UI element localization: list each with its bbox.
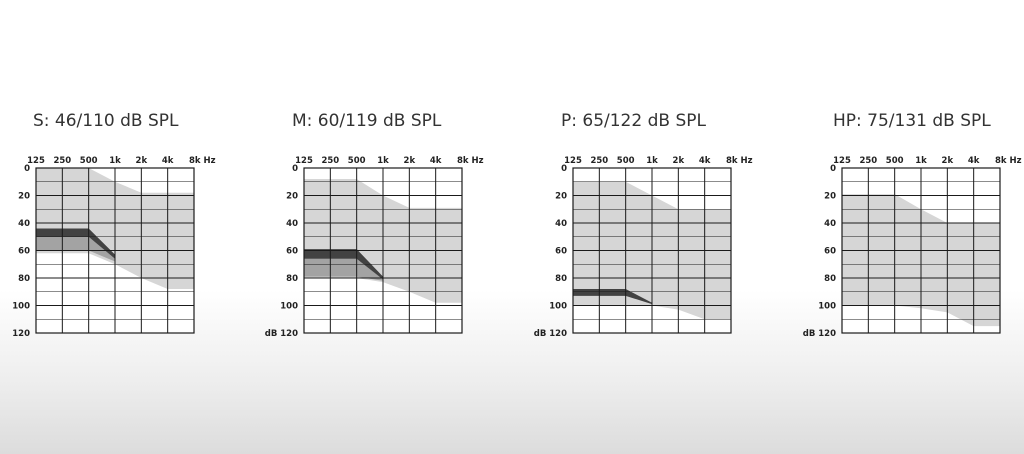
x-tick-label: 4k (699, 156, 711, 166)
y-tick-label: 20 (18, 192, 30, 202)
audiogram-m-plot: 125 250 500 1k 2k 4k 8k Hz 0 20 40 60 80 100 dB 120 (265, 156, 484, 339)
x-tick-label: 250 (53, 156, 71, 166)
x-tick-label: 250 (859, 156, 877, 166)
x-tick-label: 2k (673, 156, 685, 166)
y-tick-label: 40 (555, 219, 567, 229)
y-tick-label: 0 (292, 164, 298, 174)
chart-title: S: 46/110 dB SPL (33, 111, 179, 131)
audiogram-s-plot: 125 250 500 1k 2k 4k 8k Hz 0 20 40 60 80 100 120 (12, 156, 216, 339)
y-tick-label: 0 (24, 164, 30, 174)
plot-border (35, 167, 195, 334)
y-tick-label: 80 (824, 274, 836, 284)
x-tick-label: 2k (404, 156, 416, 166)
medium-band-area (36, 236, 115, 262)
x-tick-label: 4k (430, 156, 442, 166)
audiogram-p-plot: 125 250 500 1k 2k 4k 8k Hz 0 20 40 60 80 100 dB 120 (534, 156, 753, 339)
y-tick-label: 80 (555, 274, 567, 284)
y-tick-label: 40 (18, 219, 30, 229)
x-tick-label: 2k (942, 156, 954, 166)
y-tick-label: 40 (824, 219, 836, 229)
y-tick-label: 40 (286, 219, 298, 229)
y-tick-label: 80 (286, 274, 298, 284)
plot-border (841, 167, 1001, 334)
x-tick-label: 4k (162, 156, 174, 166)
y-tick-label: 100 (280, 302, 298, 312)
chart-title: P: 65/122 dB SPL (561, 111, 706, 131)
x-tick-label: 8k Hz (457, 156, 484, 166)
x-tick-label: 8k Hz (995, 156, 1022, 166)
x-tick-label: 1k (377, 156, 389, 166)
x-tick-label: 8k Hz (189, 156, 216, 166)
x-tick-label: 1k (646, 156, 658, 166)
y-tick-label: 100 (818, 302, 836, 312)
y-tick-label: 60 (824, 247, 836, 257)
y-tick-label: dB 120 (803, 329, 836, 339)
y-tick-label: dB 120 (265, 329, 298, 339)
y-tick-label: 20 (555, 192, 567, 202)
x-tick-label: 125 (295, 156, 313, 166)
y-tick-label: 0 (830, 164, 836, 174)
y-tick-label: 60 (286, 247, 298, 257)
chart-title: M: 60/119 dB SPL (292, 111, 442, 131)
x-tick-label: 500 (80, 156, 98, 166)
x-tick-label: 250 (590, 156, 608, 166)
x-tick-label: 500 (617, 156, 635, 166)
y-tick-label: 60 (18, 247, 30, 257)
y-tick-label: dB 120 (534, 329, 567, 339)
x-tick-label: 1k (915, 156, 927, 166)
x-tick-label: 1k (109, 156, 121, 166)
y-tick-label: 120 (12, 329, 30, 339)
x-tick-label: 8k Hz (726, 156, 753, 166)
y-tick-label: 100 (549, 302, 567, 312)
y-tick-label: 20 (286, 192, 298, 202)
x-tick-label: 125 (27, 156, 45, 166)
dark-band-area (36, 228, 115, 259)
x-tick-label: 125 (564, 156, 582, 166)
x-tick-label: 500 (886, 156, 904, 166)
chart-title: HP: 75/131 dB SPL (833, 111, 991, 131)
dark-band-area (573, 289, 652, 305)
dark-band-area (304, 249, 383, 280)
x-tick-label: 2k (136, 156, 148, 166)
x-tick-label: 125 (833, 156, 851, 166)
plot-border (303, 167, 463, 334)
y-tick-label: 20 (824, 192, 836, 202)
plot-border (572, 167, 732, 334)
y-tick-label: 80 (18, 274, 30, 284)
y-tick-label: 100 (12, 302, 30, 312)
y-tick-label: 0 (561, 164, 567, 174)
x-tick-label: 250 (321, 156, 339, 166)
x-tick-label: 4k (968, 156, 980, 166)
x-tick-label: 500 (348, 156, 366, 166)
y-tick-label: 60 (555, 247, 567, 257)
